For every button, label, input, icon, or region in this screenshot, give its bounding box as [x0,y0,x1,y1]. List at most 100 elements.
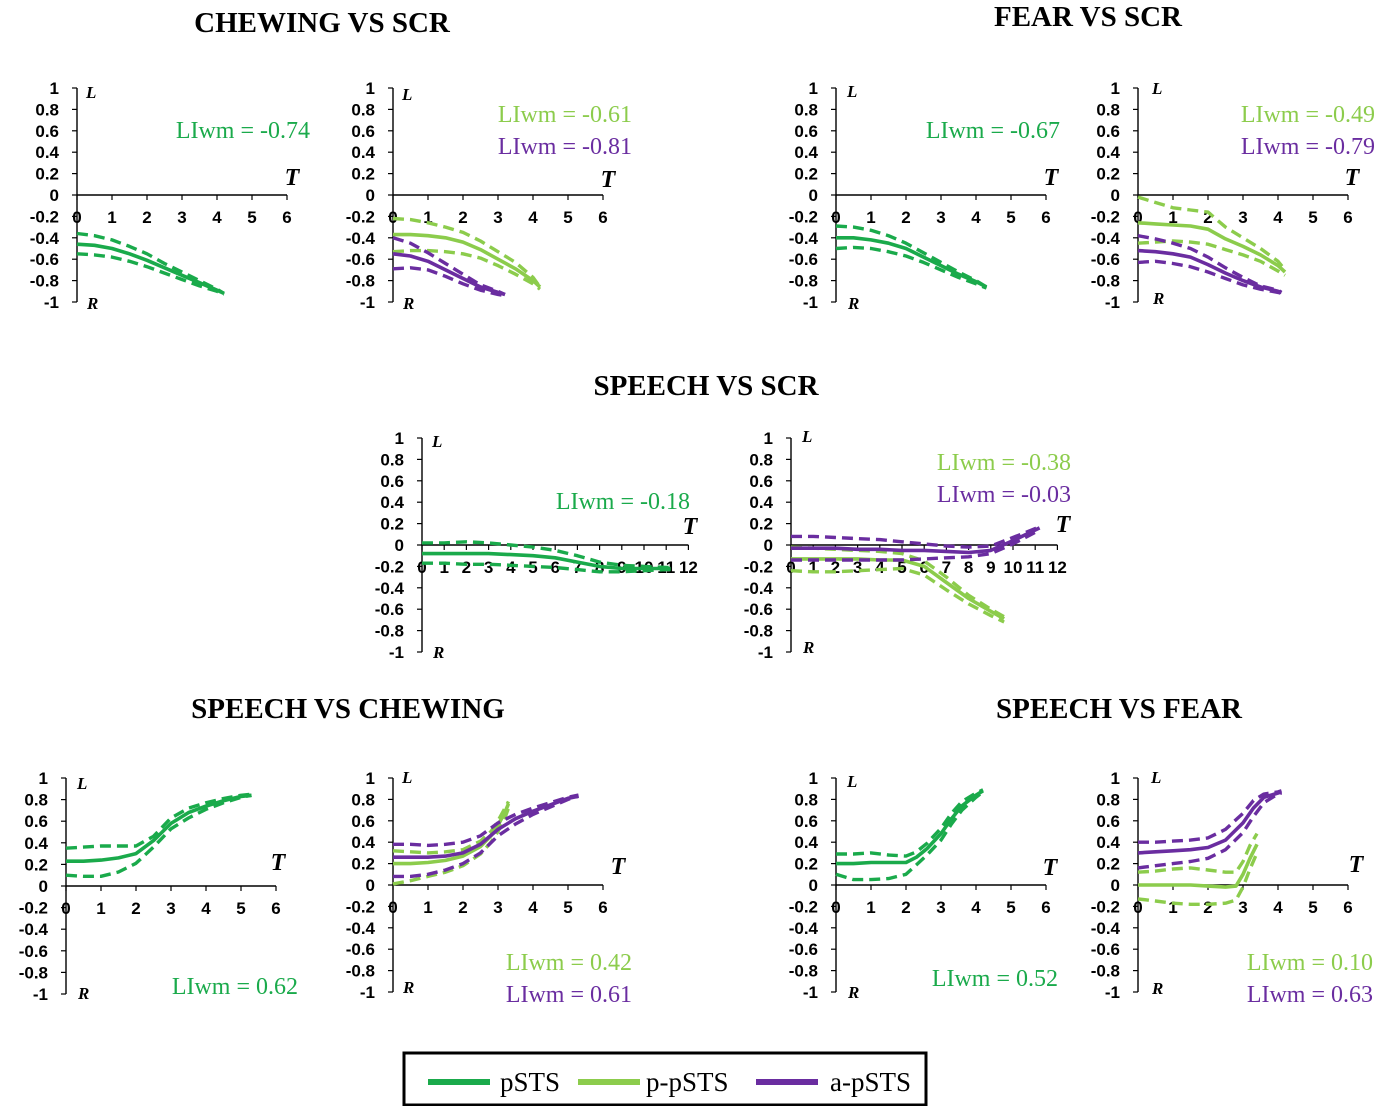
x-tick-label: 1 [423,898,432,917]
x-tick-label: 5 [563,898,572,917]
y-label-left: L [431,432,442,451]
y-tick-label: -0.2 [375,557,404,576]
y-tick-label: -0.4 [1091,919,1121,938]
y-tick-label: 0.4 [351,143,375,162]
y-tick-label: -0.2 [30,207,59,226]
y-tick-label: 0.2 [380,515,404,534]
y-tick-label: 0.8 [380,450,404,469]
y-tick-label: -1 [44,293,59,312]
y-tick-label: -0.4 [346,229,376,248]
series-0-mean-line [66,793,252,863]
y-tick-label: 0.6 [749,472,773,491]
x-tick-label: 2 [462,558,471,577]
y-tick-label: 0 [39,877,48,896]
x-tick-label: 3 [493,208,502,227]
y-tick-label: -0.8 [1091,272,1120,291]
y-tick-label: -0.4 [789,919,819,938]
y-tick-label: 0 [366,186,375,205]
y-tick-label: -0.8 [375,622,404,641]
series-0-upper-bound [392,216,542,289]
y-tick-label: -0.2 [1091,207,1120,226]
liwm-annotation: LIwm = -0.67 [926,118,1060,144]
y-tick-label: 0 [809,876,818,895]
y-tick-label: -1 [1105,983,1120,1002]
x-tick-label: 6 [1343,898,1352,917]
x-tick-label: 12 [1048,558,1067,577]
x-tick-label: 2 [1203,898,1212,917]
x-label-time: T [1345,165,1361,191]
x-tick-label: 8 [964,558,973,577]
panel-speech-vs-chewing-left: 1 0.8 0.6 0.4 0.2 0 -0.2 -0.4 -0.6 -0.8 -1 0 1 2 3 4 5 6 L… [19,769,298,1004]
legend-label-a-psts: a-pSTS [830,1067,911,1097]
x-tick-label: 0 [388,898,397,917]
series-1-lower-bound [1137,791,1282,870]
legend-label-psts: pSTS [500,1067,560,1097]
y-tick-label: -0.4 [375,579,405,598]
y-tick-label: 0.2 [794,855,818,874]
y-tick-label: 0.4 [749,493,773,512]
x-tick-label: 6 [271,899,280,918]
x-tick-label: 3 [936,898,945,917]
y-tick-label: 0.4 [794,833,818,852]
y-tick-label: -1 [33,985,48,1004]
series-1-upper-bound [1138,789,1283,844]
y-tick-label: 0.6 [1096,812,1120,831]
title-speech-vs-scr: SPEECH VS SCR [593,370,819,402]
x-tick-label: 0 [831,208,840,227]
y-tick-label: -1 [803,293,818,312]
y-tick-label: 0.2 [35,165,59,184]
y-label-left: L [846,82,857,101]
x-tick-label: 4 [971,208,981,227]
y-tick-label: -0.2 [346,897,375,916]
y-tick-label: 1 [395,429,404,448]
y-label-left: L [85,83,96,102]
series-1-upper-bound [392,236,506,297]
y-label-right: R [802,638,814,657]
x-tick-label: 2 [901,208,910,227]
y-tick-label: -1 [389,643,404,662]
y-tick-label: 0.8 [1096,790,1120,809]
series-1-mean-line [791,526,1041,555]
y-tick-label: 0.8 [351,100,375,119]
y-tick-label: -0.2 [1091,897,1120,916]
y-tick-label: -0.8 [789,272,818,291]
x-tick-label: 0 [1133,208,1142,227]
series-0-lower-bound [1137,852,1259,906]
liwm-annotation: LIwm = -0.38 [937,450,1071,476]
x-tick-label: 5 [1308,208,1317,227]
panel-chewing-vs-scr-left: 1 0.8 0.6 0.4 0.2 0 -0.2 -0.4 -0.6 -0.8 -1 0 1 2 3 4 5 6 L… [30,79,310,313]
x-label-time: T [1349,852,1365,878]
liwm-annotation: LIwm = 0.61 [506,982,632,1008]
title-speech-vs-chewing: SPEECH VS CHEWING [191,693,505,725]
x-tick-label: 12 [679,558,698,577]
y-tick-label: -1 [360,293,375,312]
y-tick-label: -0.6 [346,250,375,269]
y-tick-label: -0.6 [375,600,404,619]
y-tick-label: -1 [803,983,818,1002]
panel-speech-vs-fear-left: 1 0.8 0.6 0.4 0.2 0 -0.2 -0.4 -0.6 -0.8 -1 0 1 2 3 4 5 6 L… [789,769,1059,1002]
y-tick-label: 0 [764,536,773,555]
y-tick-label: 0.2 [1096,855,1120,874]
series-0-mean-line [1137,221,1287,274]
x-tick-label: 7 [573,558,582,577]
liwm-annotation: LIwm = -0.03 [937,482,1071,508]
y-label-right: R [432,643,444,662]
y-tick-label: -0.4 [789,229,819,248]
x-tick-label: 1 [423,208,432,227]
series-1-mean-line [393,794,579,859]
x-tick-label: 3 [1238,898,1247,917]
series-0-lower-bound [65,793,252,878]
x-tick-label: 2 [458,898,467,917]
y-label-left: L [76,774,87,793]
x-label-time: T [611,854,627,880]
liwm-annotation: LIwm = -0.79 [1241,134,1375,160]
y-tick-label: -0.6 [19,942,48,961]
y-label-right: R [402,294,414,313]
x-label-time: T [1044,165,1060,191]
y-tick-label: 0.6 [351,812,375,831]
y-tick-label: -0.4 [346,919,376,938]
title-speech-vs-fear: SPEECH VS FEAR [996,693,1243,725]
y-tick-label: -0.8 [789,962,818,981]
series-0-upper-bound [422,540,671,570]
series-1-upper-bound [791,525,1041,549]
